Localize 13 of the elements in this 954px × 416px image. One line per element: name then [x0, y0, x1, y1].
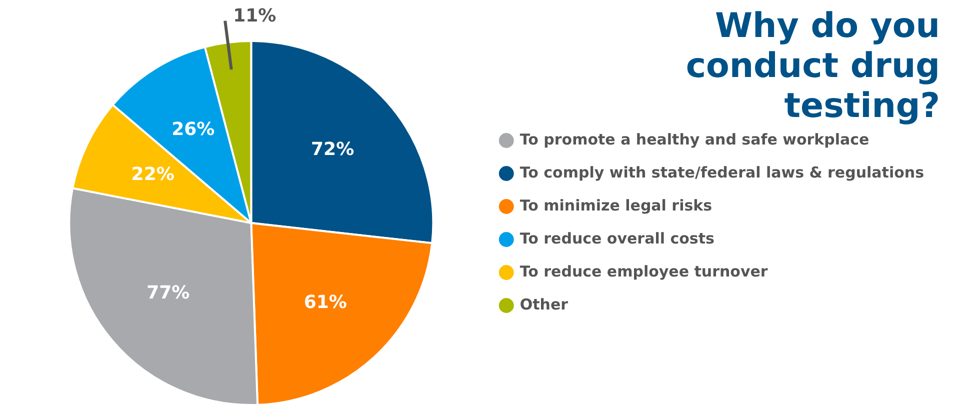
data-label: 72% — [311, 138, 354, 160]
legend-label: Other — [520, 295, 569, 314]
data-label: 61% — [304, 292, 347, 313]
legend-label: To minimize legal risks — [520, 196, 712, 214]
data-label: 77% — [146, 282, 190, 304]
legend-label: To reduce overall costs — [520, 229, 714, 248]
text: Why do you conduct drug testing? — [684, 6, 940, 126]
data-label: 11% — [233, 6, 276, 27]
legend-label: To promote a healthy and safe workplace — [520, 130, 870, 148]
legend-label: To reduce employee turnover — [520, 262, 768, 280]
data-label: 22% — [131, 164, 174, 186]
legend-label: To comply with state/federal laws & regulations — [520, 163, 924, 182]
data-label: 26% — [172, 119, 215, 140]
